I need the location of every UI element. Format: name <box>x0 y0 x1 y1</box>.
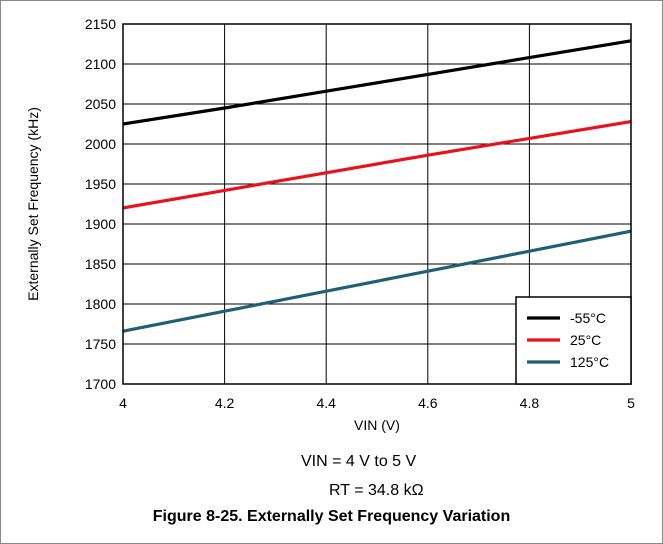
legend: -55°C 25°C 125°C <box>515 296 632 385</box>
y-tick-label: 1900 <box>85 216 116 232</box>
y-tick-label: 1800 <box>85 296 116 312</box>
legend-label: 125°C <box>570 354 609 370</box>
x-tick-label: 4.6 <box>418 395 438 411</box>
y-tick-label: 1700 <box>85 376 116 392</box>
x-axis-ticks: 4 4.2 4.4 4.6 4.8 5 <box>119 395 635 411</box>
plot-area <box>122 23 632 385</box>
figure-caption: Figure 8-25. Externally Set Frequency Va… <box>152 508 511 525</box>
x-tick-label: 4.8 <box>520 395 540 411</box>
series-line <box>122 229 632 333</box>
y-tick-label: 2050 <box>85 96 116 112</box>
x-axis-label: VIN (V) <box>354 417 400 433</box>
x-tick-label: 4.4 <box>316 395 336 411</box>
y-tick-label: 1850 <box>85 256 116 272</box>
y-tick-label: 1950 <box>85 176 116 192</box>
chart: 1700 1750 1800 1850 1900 1950 2000 2050 2100 2150… <box>25 16 635 433</box>
x-tick-label: 4.2 <box>215 395 235 411</box>
y-axis-ticks: 1700 1750 1800 1850 1900 1950 2000 2050 2100 2150 <box>85 16 116 392</box>
y-tick-label: 2150 <box>85 16 116 32</box>
y-tick-label: 1750 <box>85 336 116 352</box>
series-line <box>122 120 632 210</box>
condition-rt: RT = 34.8 kΩ <box>329 482 424 499</box>
legend-label: -55°C <box>570 310 606 326</box>
condition-vin: VIN = 4 V to 5 V <box>301 453 417 470</box>
series-lines <box>122 39 632 333</box>
x-tick-label: 5 <box>627 395 635 411</box>
series-line <box>122 39 632 126</box>
y-tick-label: 2100 <box>85 56 116 72</box>
x-tick-label: 4 <box>119 395 127 411</box>
y-axis-label: Externally Set Frequency (kHz) <box>25 107 41 301</box>
legend-label: 25°C <box>570 332 601 348</box>
y-tick-label: 2000 <box>85 136 116 152</box>
